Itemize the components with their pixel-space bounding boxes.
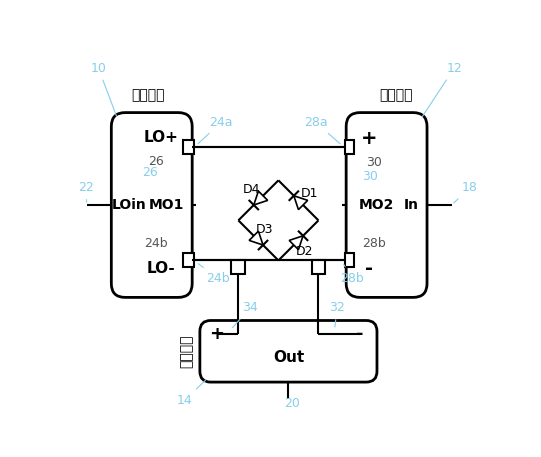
Text: 20: 20 (285, 397, 300, 410)
FancyBboxPatch shape (111, 112, 192, 298)
Bar (183, 140, 194, 154)
Text: 28b: 28b (340, 264, 364, 285)
Text: Out: Out (273, 350, 304, 365)
Text: 30: 30 (362, 162, 378, 183)
FancyBboxPatch shape (200, 320, 377, 382)
Text: LOin: LOin (112, 198, 147, 212)
Text: In: In (404, 198, 418, 212)
Text: 24a: 24a (198, 116, 233, 144)
Text: D3: D3 (256, 223, 274, 236)
Bar (345, 254, 354, 267)
Text: D4: D4 (243, 183, 261, 196)
Text: 34: 34 (233, 301, 258, 328)
Bar (312, 260, 325, 274)
Text: 26: 26 (148, 154, 164, 168)
Text: 本振巴伦: 本振巴伦 (131, 89, 164, 103)
Text: 22: 22 (78, 181, 94, 202)
Text: 24b: 24b (198, 264, 230, 285)
Bar (232, 260, 245, 274)
Text: D2: D2 (296, 245, 314, 258)
Polygon shape (289, 236, 303, 250)
Text: -: - (365, 259, 373, 278)
Bar (345, 140, 354, 154)
FancyBboxPatch shape (346, 112, 427, 298)
Text: MO1: MO1 (149, 198, 184, 212)
Text: -: - (357, 325, 364, 343)
Text: 输出巴伦: 输出巴伦 (179, 335, 193, 368)
Text: 输入巴伦: 输入巴伦 (379, 89, 413, 103)
Bar (192, 147, 346, 260)
Text: 10: 10 (90, 62, 116, 116)
Polygon shape (294, 196, 308, 210)
Text: 28a: 28a (304, 116, 340, 144)
Text: 26: 26 (142, 160, 158, 180)
Text: D1: D1 (301, 187, 318, 200)
Text: 18: 18 (454, 181, 478, 203)
Text: +: + (209, 325, 225, 343)
Text: 32: 32 (329, 301, 345, 327)
Text: 24b: 24b (144, 237, 168, 250)
Text: 14: 14 (177, 380, 206, 407)
Text: +: + (360, 128, 377, 148)
Text: 30: 30 (367, 156, 382, 169)
Text: MO2: MO2 (359, 198, 394, 212)
Polygon shape (254, 191, 268, 205)
Text: LO-: LO- (147, 260, 176, 276)
Text: 12: 12 (423, 62, 462, 117)
Bar (183, 254, 194, 267)
Text: LO+: LO+ (144, 131, 179, 145)
Text: 28b: 28b (362, 237, 386, 250)
Polygon shape (249, 231, 263, 245)
